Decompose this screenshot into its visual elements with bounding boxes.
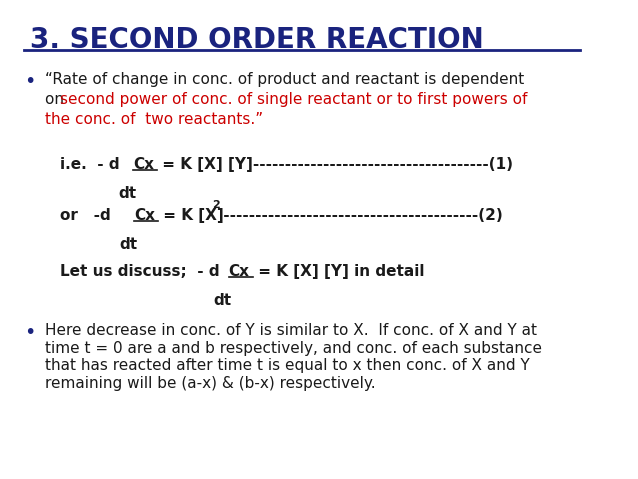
- Text: or   -d: or -d: [60, 208, 110, 223]
- Text: Cx: Cx: [134, 208, 155, 223]
- Text: •: •: [24, 323, 35, 342]
- Text: Here decrease in conc. of Y is similar to X.  If conc. of X and Y at
time t = 0 : Here decrease in conc. of Y is similar t…: [45, 323, 542, 390]
- Text: 3. SECOND ORDER REACTION: 3. SECOND ORDER REACTION: [30, 26, 484, 54]
- Text: •: •: [24, 72, 35, 91]
- Text: the conc. of  two reactants.”: the conc. of two reactants.”: [45, 112, 263, 127]
- Text: 2: 2: [212, 200, 219, 210]
- Text: Cx: Cx: [133, 157, 154, 172]
- Text: dt: dt: [118, 186, 136, 201]
- Text: i.e.  - d: i.e. - d: [60, 157, 119, 172]
- Text: dt: dt: [214, 293, 232, 308]
- Text: second power of conc. of single reactant or to first powers of: second power of conc. of single reactant…: [61, 92, 528, 107]
- Text: ----------------------------------------(2): ----------------------------------------…: [218, 208, 503, 223]
- Text: on: on: [45, 92, 69, 107]
- Text: = K [X] [Y]-------------------------------------(1): = K [X] [Y]-----------------------------…: [157, 157, 513, 172]
- Text: = K [X] [Y] in detail: = K [X] [Y] in detail: [253, 264, 424, 279]
- Text: Let us discuss;  - d: Let us discuss; - d: [60, 264, 219, 279]
- Text: Cx: Cx: [228, 264, 249, 279]
- Text: dt: dt: [119, 237, 137, 252]
- Text: = K [X]: = K [X]: [158, 208, 224, 223]
- Text: “Rate of change in conc. of product and reactant is dependent: “Rate of change in conc. of product and …: [45, 72, 524, 87]
- FancyBboxPatch shape: [0, 0, 604, 479]
